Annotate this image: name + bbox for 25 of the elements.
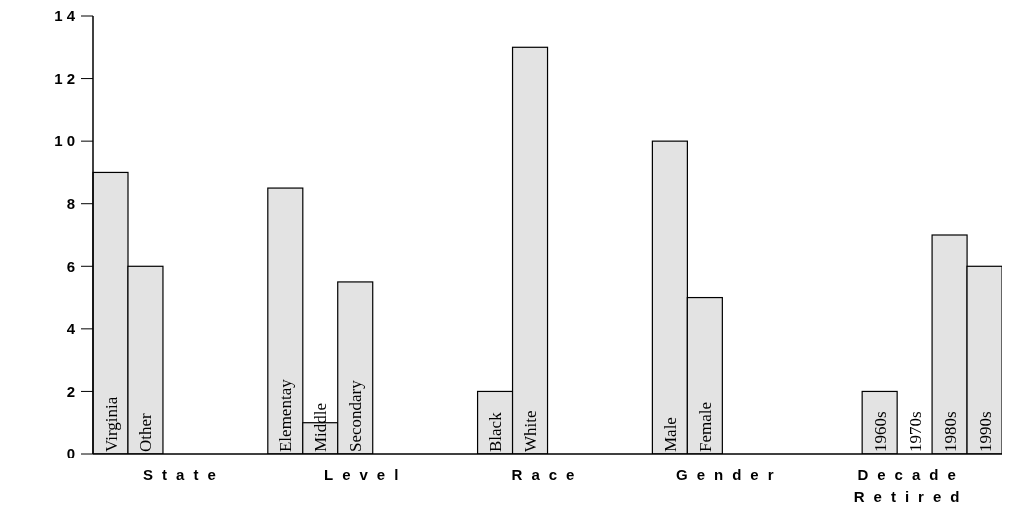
y-tick-label: 10 bbox=[54, 132, 79, 150]
y-tick-label: 12 bbox=[54, 69, 79, 87]
y-tick-label: 2 bbox=[66, 382, 79, 400]
x-tick-label: 1980s bbox=[940, 411, 960, 452]
x-tick-label: Black bbox=[486, 411, 506, 452]
y-tick-label: 6 bbox=[66, 257, 79, 275]
x-tick-label: Middle bbox=[311, 402, 331, 452]
y-tick-label: 14 bbox=[54, 7, 79, 25]
x-tick-label: 1960s bbox=[870, 411, 890, 452]
text: Race bbox=[510, 465, 585, 485]
text: Gender bbox=[675, 465, 784, 485]
x-tick-label: Other bbox=[136, 412, 156, 452]
x-tick-label: 1990s bbox=[975, 411, 995, 452]
x-tick-label: White bbox=[521, 410, 541, 452]
x-tick-label: Male bbox=[660, 417, 680, 452]
x-tick-label: Female bbox=[695, 401, 715, 452]
x-tick-label: Elementay bbox=[276, 378, 296, 452]
text: Level bbox=[323, 465, 409, 485]
y-tick-label: 8 bbox=[66, 195, 79, 213]
text: State bbox=[142, 465, 226, 485]
x-tick-label: 1970s bbox=[905, 411, 925, 452]
x-tick-label: Secondary bbox=[346, 379, 366, 452]
y-tick-label: 4 bbox=[66, 320, 79, 338]
x-tick-label: Virginia bbox=[101, 396, 121, 452]
text: Decade Retired bbox=[852, 465, 970, 507]
